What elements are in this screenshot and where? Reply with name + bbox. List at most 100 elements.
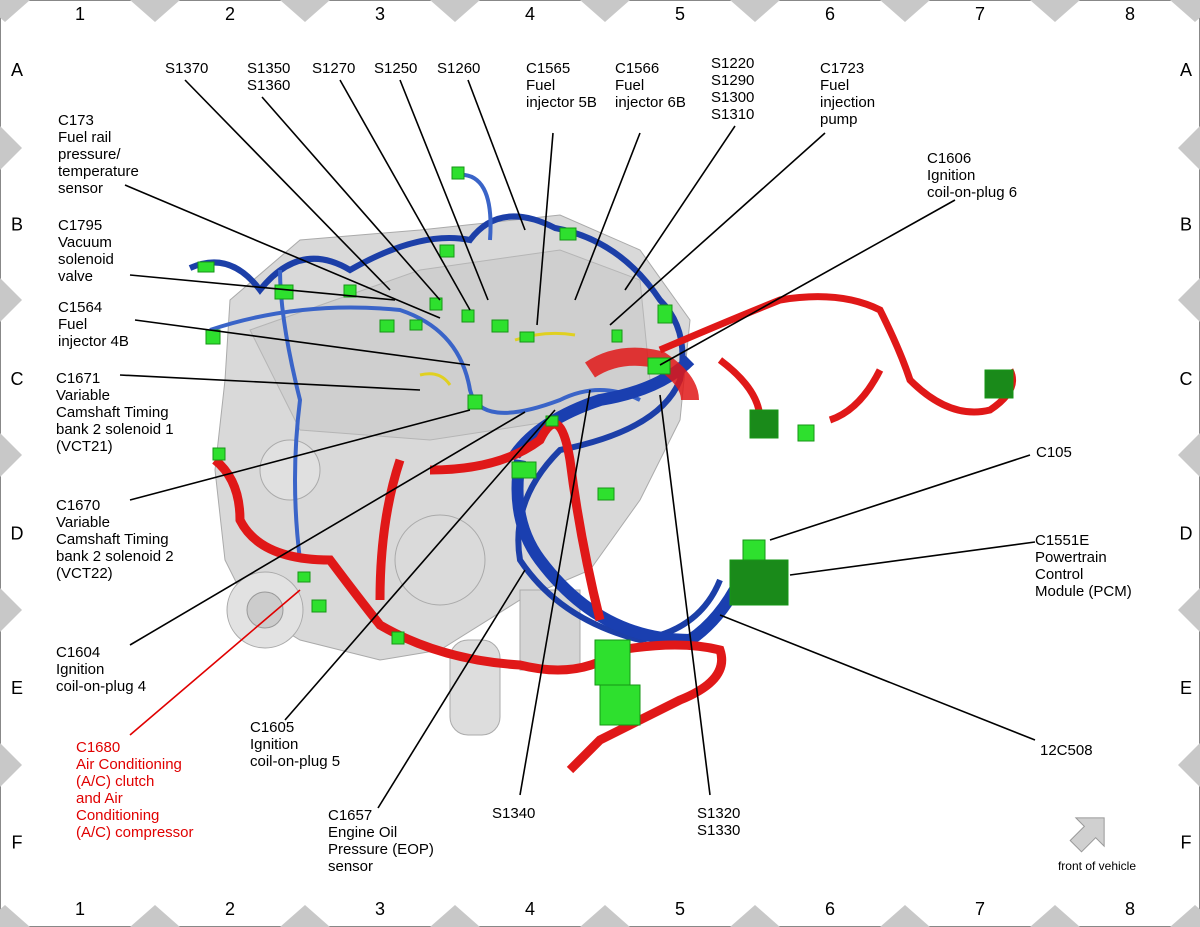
column-label: 7 <box>975 899 985 919</box>
callout-text: (VCT22) <box>56 565 113 582</box>
callout-text: Ignition <box>56 661 104 678</box>
notch <box>280 905 330 927</box>
leader-line <box>129 274 396 301</box>
callout-text: pressure/ <box>58 146 121 163</box>
callout-text: injector 4B <box>58 333 129 350</box>
notch <box>0 278 22 322</box>
column-label: 1 <box>75 899 85 919</box>
leader-line <box>519 389 591 796</box>
callout-text: Fuel <box>820 77 849 94</box>
callout-text: and Air <box>76 790 123 807</box>
callout-text: Vacuum <box>58 234 112 251</box>
callout-text: Conditioning <box>76 807 159 824</box>
leader-line <box>609 132 826 326</box>
engine-illustration <box>188 166 1016 774</box>
callout-text: S1340 <box>492 805 535 822</box>
callout-text: solenoid <box>58 251 114 268</box>
callout-text: C173 <box>58 112 94 129</box>
callout-text: Variable <box>56 514 110 531</box>
notch <box>580 905 630 927</box>
column-label: 8 <box>1125 899 1135 919</box>
column-label: 3 <box>375 4 385 24</box>
leader-line <box>624 125 736 291</box>
callout-text: coil-on-plug 4 <box>56 678 146 695</box>
callout-text: C1566 <box>615 60 659 77</box>
callout: S1370 <box>165 60 208 77</box>
notch <box>880 0 930 22</box>
notch <box>880 905 930 927</box>
callout: S1250 <box>374 60 417 77</box>
row-label: C <box>11 369 24 389</box>
leader-line <box>129 411 526 646</box>
notch <box>730 0 780 22</box>
column-label: 4 <box>525 899 535 919</box>
callout-text: Pressure (EOP) <box>328 841 434 858</box>
callout-text: Camshaft Timing <box>56 404 169 421</box>
callout-text: temperature <box>58 163 139 180</box>
callout-text: Air Conditioning <box>76 756 182 773</box>
leader-line <box>184 79 391 291</box>
column-label: 7 <box>975 4 985 24</box>
column-label: 6 <box>825 4 835 24</box>
leader-line <box>129 589 301 736</box>
row-label: F <box>1181 832 1192 852</box>
callout-text: S1360 <box>247 77 290 94</box>
row-label: F <box>12 832 23 852</box>
notch <box>1170 905 1200 927</box>
notch <box>430 905 480 927</box>
notch <box>1178 278 1200 322</box>
callout-text: sensor <box>328 858 373 875</box>
callout-text: injector 5B <box>526 94 597 111</box>
callout-text: bank 2 solenoid 2 <box>56 548 174 565</box>
callout-text: sensor <box>58 180 103 197</box>
callout-text: Engine Oil <box>328 824 397 841</box>
leader-line <box>261 96 441 301</box>
notch <box>0 588 22 632</box>
notch <box>130 905 180 927</box>
callout-text: S1320 <box>697 805 740 822</box>
row-label: A <box>1180 60 1192 80</box>
column-label: 3 <box>375 899 385 919</box>
notch <box>1030 0 1080 22</box>
leader-line <box>536 132 554 326</box>
leader-line <box>574 132 641 301</box>
leader-line <box>719 614 1036 741</box>
callout-text: S1300 <box>711 89 754 106</box>
leader-line <box>339 79 471 311</box>
front-arrow <box>1069 817 1105 853</box>
callout-text: injection <box>820 94 875 111</box>
callout-text: Powertrain <box>1035 549 1107 566</box>
callout-text: S1290 <box>711 72 754 89</box>
callout-text: Fuel rail <box>58 129 111 146</box>
callout-text: Fuel <box>58 316 87 333</box>
leader-line <box>134 319 471 366</box>
callout-text: (A/C) clutch <box>76 773 154 790</box>
callout-text: Control <box>1035 566 1083 583</box>
callout: 12C508 <box>1040 742 1093 759</box>
callout-text: S1370 <box>165 60 208 77</box>
column-label: 5 <box>675 899 685 919</box>
callout-text: C1723 <box>820 60 864 77</box>
notch <box>430 0 480 22</box>
callout-text: S1250 <box>374 60 417 77</box>
notch <box>130 0 180 22</box>
callout-text: injector 6B <box>615 94 686 111</box>
row-label: D <box>11 523 24 543</box>
notch <box>730 905 780 927</box>
row-label: C <box>1180 369 1193 389</box>
callout-text: C1551E <box>1035 532 1089 549</box>
callout-text: valve <box>58 268 93 285</box>
callout-text: C1565 <box>526 60 570 77</box>
row-label: A <box>11 60 23 80</box>
callout-text: bank 2 solenoid 1 <box>56 421 174 438</box>
column-label: 5 <box>675 4 685 24</box>
